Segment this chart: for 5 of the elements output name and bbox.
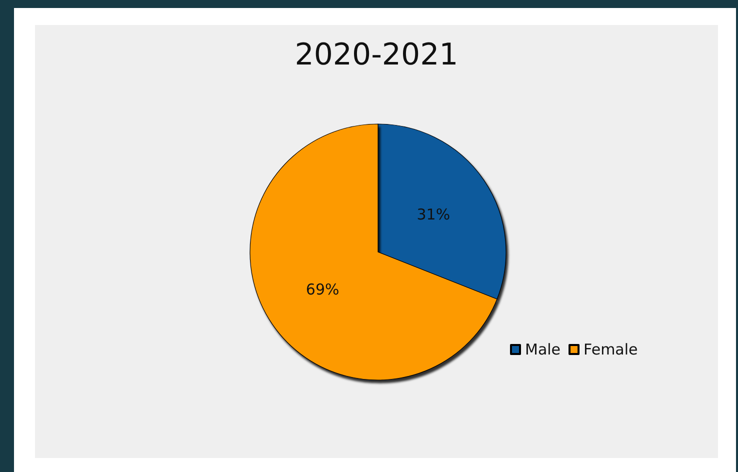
- data-label: 69%: [306, 280, 340, 299]
- legend-label: Female: [584, 340, 638, 358]
- legend-label: Male: [525, 340, 561, 358]
- chart-title: 2020-2021: [294, 38, 458, 72]
- data-label: 31%: [416, 205, 450, 224]
